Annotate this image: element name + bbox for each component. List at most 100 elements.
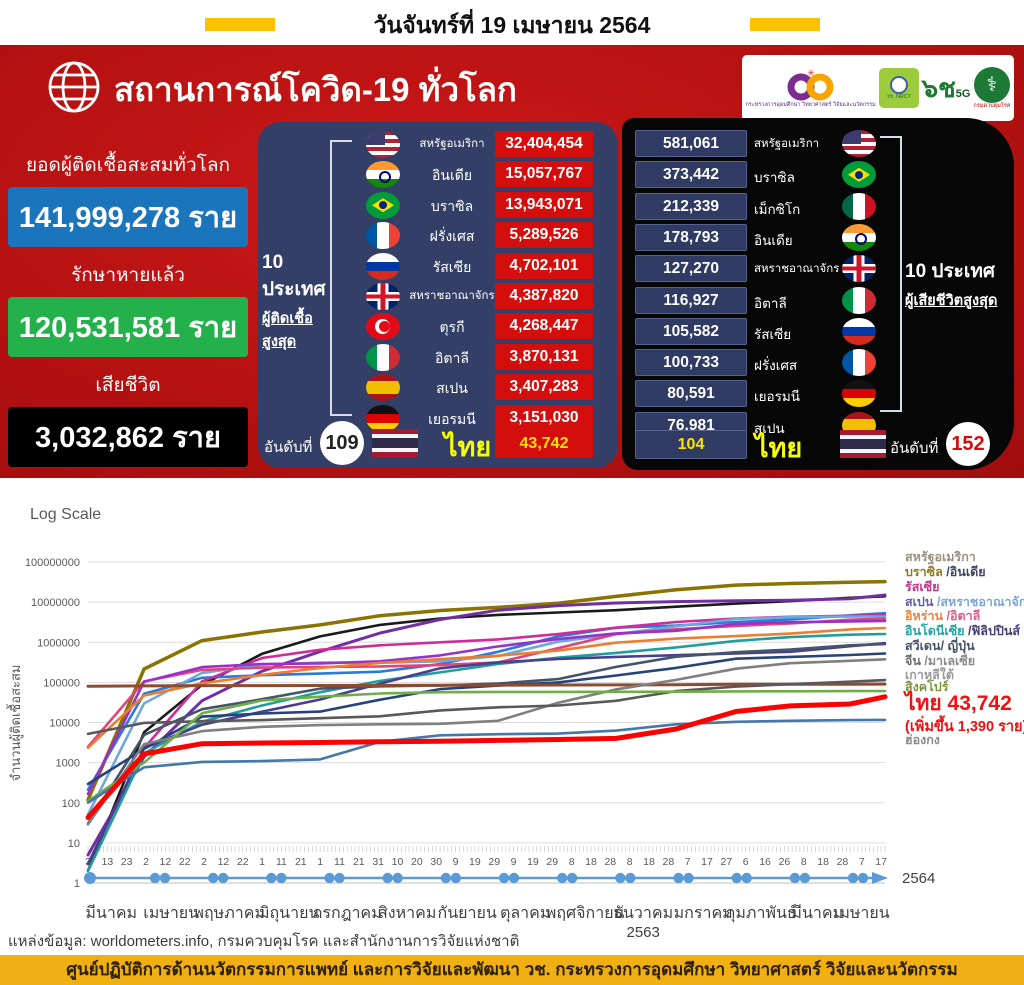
legend-label: /ฟิลิปปินส์ bbox=[967, 623, 1021, 638]
table-row: เยอรมนี 3,151,030 bbox=[258, 404, 618, 433]
legend-label: จีน bbox=[905, 654, 925, 668]
bracket-right bbox=[880, 136, 902, 412]
decorative-dash-right bbox=[750, 18, 820, 31]
es-flag bbox=[366, 374, 400, 402]
timeline-dot bbox=[508, 872, 520, 884]
infections-value: 5,289,526 bbox=[495, 222, 593, 249]
country-name: ฝรั่งเศส bbox=[754, 358, 798, 374]
fr-flag bbox=[366, 222, 400, 250]
x-month-label: กรกฎาคม bbox=[313, 905, 382, 922]
series-มาเลเซีย bbox=[86, 658, 887, 826]
series-สิงคโปร์ bbox=[86, 689, 887, 803]
bracket-left bbox=[330, 140, 352, 416]
legend-item: สวีเดน/ ญี่ปุ่น bbox=[905, 640, 975, 653]
axis-end-year: 2564 bbox=[902, 870, 935, 887]
infections-value: 15,057,767 bbox=[495, 161, 593, 188]
country-name: สเปน bbox=[436, 380, 468, 397]
y-tick-label: 1 bbox=[74, 878, 80, 890]
stat-label: ยอดผู้ติดเชื้อสะสมทั่วโลก bbox=[26, 155, 230, 176]
de-flag bbox=[842, 380, 876, 408]
table-row: ฝรั่งเศส 5,289,526 bbox=[258, 222, 618, 250]
country-name: สหราชอาณาจักร bbox=[409, 290, 495, 302]
stat-label: รักษาหายแล้ว bbox=[71, 265, 185, 286]
y-tick-label: 100000 bbox=[43, 677, 80, 689]
x-day-label: 12 bbox=[218, 856, 230, 868]
timeline-dot bbox=[217, 872, 229, 884]
timeline-dot bbox=[159, 872, 171, 884]
legend-item: เกาหลีใต้ bbox=[905, 669, 954, 682]
country-name: เยอรมนี bbox=[428, 410, 476, 427]
x-day-label: 2 bbox=[201, 856, 207, 868]
in-flag bbox=[366, 161, 400, 189]
nrct-logo: วช. NRCT bbox=[878, 68, 919, 108]
stat-value: 3,032,862 ราย bbox=[8, 407, 248, 467]
legend-item: (เพิ่มขึ้น 1,390 ราย) bbox=[905, 720, 1024, 735]
x-day-label: 21 bbox=[295, 856, 307, 868]
infections-value: 13,943,071 bbox=[495, 191, 593, 218]
date-title: วันจันทร์ที่ 19 เมษายน 2564 bbox=[373, 12, 651, 38]
series-สหรัฐอเมริกา bbox=[86, 579, 887, 802]
x-month-label: สิงหาคม bbox=[378, 905, 436, 922]
nrct-5g-logo-text: ๖ช5G bbox=[921, 73, 971, 103]
timeline-dot bbox=[266, 872, 277, 884]
x-day-label: 29 bbox=[488, 856, 500, 868]
x-month-label: เมษายน bbox=[834, 905, 890, 922]
timeline-dot bbox=[324, 872, 335, 884]
x-day-label: 1 bbox=[259, 856, 265, 868]
svg-text:✳: ✳ bbox=[807, 68, 815, 78]
br-flag bbox=[366, 191, 400, 219]
x-month-label: กุมภาพันธ์ bbox=[726, 903, 797, 923]
x-year-label: 2563 bbox=[627, 924, 660, 941]
infections-group-line2: ผู้ติดเชื้อสูงสุด bbox=[262, 311, 313, 350]
table-row: 178,793 อินเดีย bbox=[622, 223, 1014, 252]
country-name: สหราชอาณาจักร bbox=[754, 263, 840, 276]
footer-bar: ศูนย์ปฏิบัติการด้านนวัตกรรมการแพทย์ และก… bbox=[0, 955, 1024, 985]
legend-label: /อิตาลี bbox=[946, 609, 981, 623]
x-day-label: 16 bbox=[759, 856, 771, 868]
log-line-chart: 1 10 100 1000 10000 100000 1000000 10000000 1000… bbox=[6, 557, 935, 941]
series-อิหร่าน bbox=[86, 626, 887, 750]
x-day-label: 17 bbox=[875, 856, 887, 868]
x-day-label: 22 bbox=[237, 856, 249, 868]
deaths-value: 178,793 bbox=[635, 223, 747, 251]
y-axis-label: จำนวนผู้ติดเชื้อสะสม bbox=[6, 665, 24, 782]
legend-item: ฮ่องกง bbox=[905, 734, 940, 747]
legend-item: สหรัฐอเมริกา bbox=[905, 551, 976, 564]
x-day-label: 8 bbox=[801, 856, 807, 868]
table-row: อิตาลี 3,870,131 bbox=[258, 343, 618, 372]
deaths-value: 80,591 bbox=[635, 380, 747, 408]
x-day-label: 29 bbox=[546, 856, 558, 868]
series-สเปน bbox=[86, 619, 887, 796]
country-name: อินเดีย bbox=[431, 167, 473, 184]
nrct-5g-logo: ๖ช5G bbox=[922, 75, 971, 101]
y-tick-label: 1000 bbox=[56, 758, 80, 770]
legend-label: /สหราชอาณาจักร bbox=[936, 594, 1024, 609]
series-ไทย bbox=[85, 694, 888, 820]
x-month-label: มีนาคม bbox=[85, 904, 137, 922]
stat-infected: ยอดผู้ติดเชื้อสะสมทั่วโลก 141,999,278 ราย bbox=[8, 150, 248, 247]
thailand-deaths-row: 104 ไทย อันดับที่ 152 bbox=[622, 422, 1014, 466]
nrct-logo-caption: วช. NRCT bbox=[886, 93, 912, 100]
timeline-dot bbox=[450, 872, 462, 884]
x-day-label: 7 bbox=[685, 856, 691, 868]
country-name: สเปน bbox=[754, 420, 785, 436]
infections-value: 3,151,030 bbox=[495, 404, 593, 431]
timeline-dot bbox=[440, 872, 452, 884]
globe-icon bbox=[48, 61, 100, 113]
x-day-label: 21 bbox=[353, 856, 365, 868]
ddc-logo: ⚕ กรมควบคุมโรค bbox=[973, 66, 1010, 109]
source-note: แหล่งข้อมูล: worldometers.info, กรมควบคุ… bbox=[8, 933, 520, 950]
thailand-flag bbox=[372, 429, 418, 457]
infections-value: 3,870,131 bbox=[495, 343, 593, 370]
country-name: บราซิล bbox=[430, 197, 474, 214]
timeline-dot bbox=[847, 872, 859, 884]
table-row: บราซิล 13,943,071 bbox=[258, 191, 618, 220]
mhesi-logo-icon: ✳ bbox=[787, 68, 834, 101]
date-header: วันจันทร์ที่ 19 เมษายน 2564 bbox=[0, 0, 1024, 45]
banner: สถานการณ์โควิด-19 ทั่วโลก ✳ กระทรวงการอุ… bbox=[0, 45, 1024, 478]
x-day-label: 7 bbox=[859, 856, 865, 868]
gb-flag bbox=[366, 283, 400, 310]
legend-item: รัสเซีย bbox=[905, 581, 939, 594]
y-tick-label: 10 bbox=[68, 838, 80, 850]
us-flag bbox=[366, 131, 400, 158]
